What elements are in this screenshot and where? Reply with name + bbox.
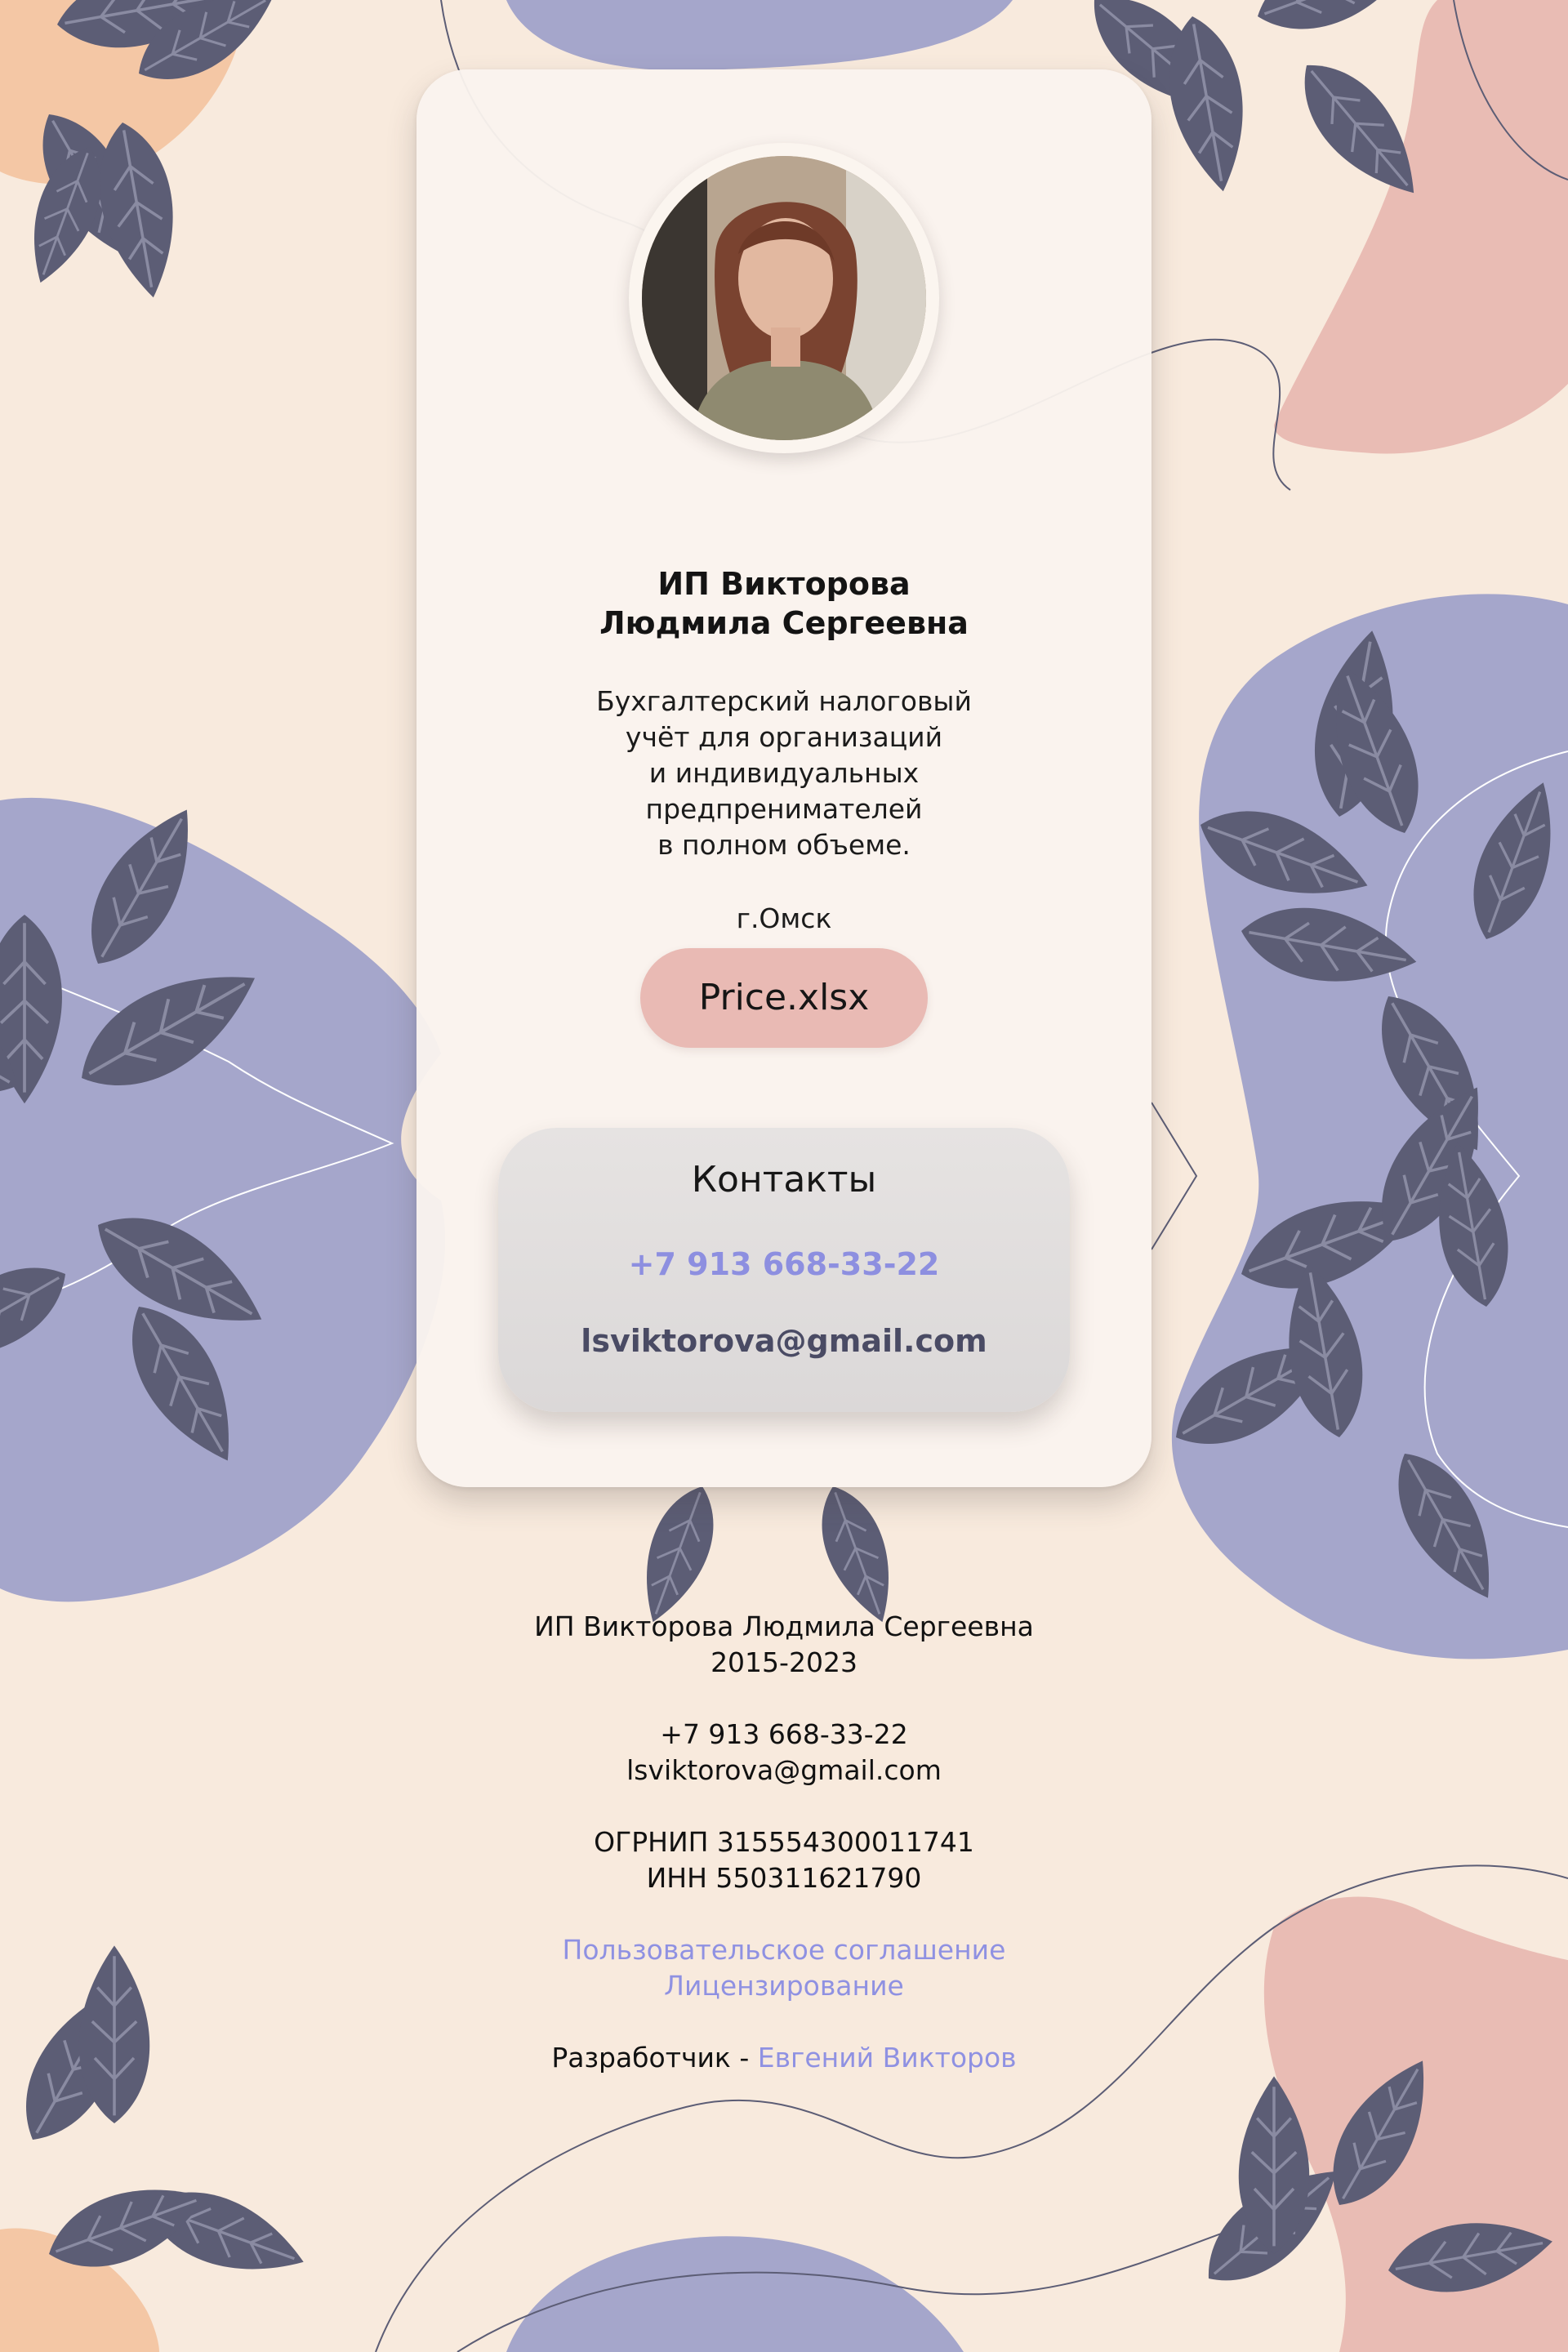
developer-label: Разработчик - — [551, 2042, 758, 2074]
city-label: г.Омск — [736, 902, 832, 934]
line-center-chevron — [1151, 1102, 1198, 1250]
contacts-email-link[interactable]: lsviktorova@gmail.com — [581, 1323, 987, 1359]
line-right-center — [1384, 751, 1568, 1528]
line-bottom — [375, 1864, 1568, 2352]
contacts-title: Контакты — [691, 1159, 877, 1200]
developer-link[interactable]: Евгений Викторов — [757, 2042, 1017, 2074]
bottom-center-blob — [506, 2236, 964, 2352]
user-agreement-link[interactable]: Пользовательское соглашение — [562, 1934, 1006, 1966]
avatar-photo — [642, 156, 926, 440]
left-lavender-blob — [0, 797, 446, 1602]
line-right-top — [1453, 0, 1568, 180]
contacts-phone-link[interactable]: +7 913 668-33-22 — [628, 1246, 940, 1282]
profile-card: ИП Викторова Людмила Сергеевна Бухгалтер… — [416, 69, 1152, 1487]
line-bottom-2 — [457, 2204, 1307, 2352]
description-line: учёт для организаций — [625, 721, 943, 753]
owner-name-line2: Людмила Сергеевна — [599, 605, 969, 641]
footer-email: lsviktorova@gmail.com — [626, 1754, 942, 1786]
footer-company: ИП Викторова Людмила Сергеевна — [534, 1610, 1034, 1642]
contacts-panel: Контакты +7 913 668-33-22 lsviktorova@gm… — [498, 1128, 1070, 1412]
description-line: Бухгалтерский налоговый — [596, 685, 972, 717]
footer-years: 2015-2023 — [710, 1646, 858, 1678]
footer-inn: ИНН 550311621790 — [646, 1862, 922, 1894]
footer-developer: Разработчик - Евгений Викторов — [0, 2040, 1568, 2076]
bottom-left-peach-blob — [0, 2228, 159, 2352]
price-download-button[interactable]: Price.xlsx — [640, 948, 928, 1048]
top-center-blob — [506, 0, 1013, 71]
owner-name-line1: ИП Викторова — [657, 566, 911, 602]
footer-ogrnip: ОГРНИП 315554300011741 — [594, 1826, 974, 1858]
description-line: в полном объеме. — [657, 829, 911, 861]
service-description: Бухгалтерский налоговый учёт для организ… — [416, 684, 1152, 863]
footer-phone: +7 913 668-33-22 — [660, 1718, 908, 1750]
description-line: и индивидуальных — [648, 757, 920, 789]
footer: ИП Викторова Людмила Сергеевна 2015-2023… — [0, 1609, 1568, 2076]
avatar — [629, 143, 939, 453]
description-line: предпренимателей — [645, 793, 923, 825]
licensing-link[interactable]: Лицензирование — [664, 1970, 904, 2002]
